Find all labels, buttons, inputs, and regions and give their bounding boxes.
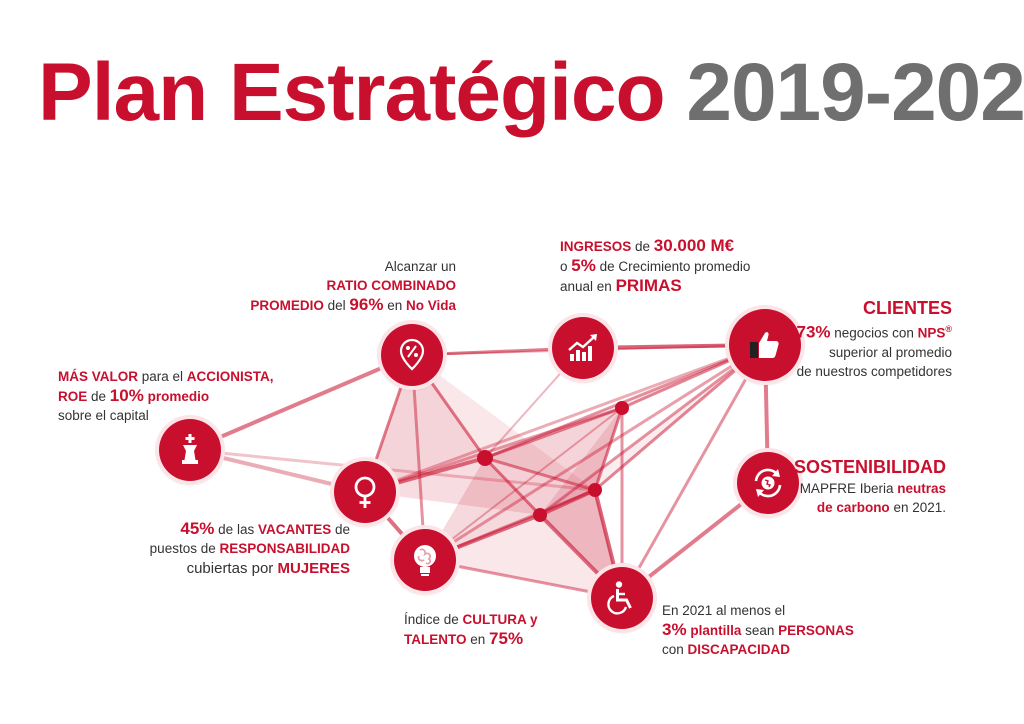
- text-accionista: ACCIONISTA,: [186, 369, 274, 384]
- text-talento: TALENTO: [404, 632, 467, 647]
- label-clientes-line3: superior al promedio: [828, 344, 952, 360]
- text-de-las: de las: [214, 522, 258, 537]
- text-negocios-con: negocios con: [830, 325, 918, 341]
- label-ingresos-line2: o 5% de Crecimiento promedio: [560, 256, 750, 276]
- label-accionista-line3: sobre el capital: [58, 408, 149, 423]
- text-mapfre-iberia: MAPFRE Iberia: [799, 481, 898, 496]
- label-talento-line1: Índice de CULTURA y: [404, 610, 538, 629]
- text-en: en: [383, 298, 406, 313]
- label-mujeres-line3: cubiertas por MUJERES: [150, 558, 350, 580]
- label-clientes-line2: 73% negocios con NPS®: [797, 320, 953, 343]
- text-personas: PERSONAS: [778, 623, 854, 638]
- node-discapacidad-circle: [591, 567, 653, 629]
- node-ratio-circle: [381, 324, 443, 386]
- text-ratio-value: 96%: [349, 295, 384, 314]
- label-accionista-line1: MÁS VALOR para el ACCIONISTA,: [58, 367, 274, 386]
- text-promedio: promedio: [143, 389, 210, 404]
- label-mujeres: 45% de las VACANTES de puestos de RESPON…: [150, 519, 350, 580]
- title-years: 2019-2021: [686, 47, 1024, 138]
- text-con: con: [662, 642, 688, 657]
- growth-chart-icon: [568, 334, 597, 361]
- text-promedio-ratio: PROMEDIO: [250, 298, 324, 313]
- thumbs-up-icon: [750, 332, 779, 358]
- label-sostenibilidad-line3: de carbono en 2021.: [794, 498, 946, 517]
- label-ratio-line1: Alcanzar un: [384, 259, 456, 274]
- text-o: o: [560, 259, 572, 274]
- label-accionista: MÁS VALOR para el ACCIONISTA, ROE de 10%…: [58, 367, 274, 425]
- text-de: de: [87, 389, 110, 404]
- label-ratio-line3: PROMEDIO del 96% en No Vida: [250, 295, 456, 315]
- text-responsabilidad: RESPONSABILIDAD: [219, 541, 350, 556]
- label-ingresos-line3: anual en PRIMAS: [560, 276, 750, 296]
- text-en-2021: en 2021.: [889, 500, 946, 515]
- title-main: Plan Estratégico: [38, 47, 666, 138]
- text-de-mujeres: de: [331, 522, 350, 537]
- chess-king-icon: [182, 434, 198, 464]
- text-mujeres: MUJERES: [277, 560, 350, 577]
- text-sean: sean: [741, 623, 779, 638]
- wheelchair-icon: [607, 581, 632, 615]
- text-ingresos-value: 30.000 M€: [653, 236, 735, 255]
- text-puestos-de: puestos de: [149, 541, 220, 556]
- label-sostenibilidad-line1: SOSTENIBILIDAD: [793, 457, 946, 477]
- text-plantilla: plantilla: [686, 623, 742, 638]
- page-title: Plan Estratégico 2019-2021: [38, 52, 1024, 134]
- label-clientes-line1: CLIENTES: [862, 298, 952, 318]
- text-de-ingresos: de: [631, 239, 654, 254]
- text-del: del: [323, 298, 350, 313]
- label-clientes-line4: de nuestros competidores: [796, 363, 952, 379]
- text-roe: ROE: [58, 389, 88, 404]
- label-ingresos: INGRESOS de 30.000 M€ o 5% de Crecimient…: [560, 236, 750, 296]
- text-crecimiento: de Crecimiento promedio: [595, 259, 751, 274]
- label-discapacidad-line3: con DISCAPACIDAD: [662, 640, 854, 659]
- label-discapacidad: En 2021 al menos el 3% plantilla sean PE…: [662, 601, 854, 659]
- label-clientes: CLIENTES 73% negocios con NPS® superior …: [797, 296, 953, 381]
- text-neutras: neutras: [897, 481, 946, 496]
- text-talento-value: 75%: [489, 629, 524, 648]
- brain-bulb-icon: [414, 545, 436, 576]
- text-indice-de: Índice de: [404, 612, 463, 627]
- text-registered: ®: [945, 324, 952, 334]
- node-mujeres-circle: [334, 461, 396, 523]
- text-cubiertas-por: cubiertas por: [186, 560, 278, 577]
- text-anual-en: anual en: [560, 279, 616, 294]
- text-mujeres-value: 45%: [180, 519, 215, 538]
- label-discapacidad-line2: 3% plantilla sean PERSONAS: [662, 620, 854, 640]
- text-clientes-value: 73%: [796, 322, 831, 342]
- label-discapacidad-line1: En 2021 al menos el: [662, 603, 786, 618]
- label-sostenibilidad: SOSTENIBILIDAD MAPFRE Iberia neutras de …: [794, 455, 946, 517]
- text-primas: PRIMAS: [615, 276, 682, 295]
- label-ratio: Alcanzar un RATIO COMBINADO PROMEDIO del…: [250, 257, 456, 315]
- text-nps: NPS: [917, 325, 946, 341]
- text-cultura: CULTURA y: [462, 612, 538, 627]
- label-talento-line2: TALENTO en 75%: [404, 629, 538, 649]
- label-mujeres-line2: puestos de RESPONSABILIDAD: [150, 539, 350, 558]
- text-roe-value: 10%: [109, 386, 144, 405]
- text-para-el: para el: [138, 369, 187, 384]
- text-ingresos: INGRESOS: [560, 239, 632, 254]
- label-ingresos-line1: INGRESOS de 30.000 M€: [560, 236, 750, 256]
- label-sostenibilidad-line2: MAPFRE Iberia neutras: [794, 479, 946, 498]
- percent-pin-icon: [399, 338, 425, 371]
- label-ratio-line2: RATIO COMBINADO: [326, 278, 457, 293]
- text-crecimiento-value: 5%: [571, 256, 596, 275]
- recycle-globe-icon: [754, 468, 782, 498]
- label-accionista-line2: ROE de 10% promedio: [58, 386, 274, 406]
- text-discapacidad: DISCAPACIDAD: [687, 642, 791, 657]
- female-symbol-icon: [354, 476, 376, 508]
- network-hubs: [477, 401, 629, 522]
- text-discapacidad-value: 3%: [662, 620, 687, 639]
- text-no-vida: No Vida: [405, 298, 456, 313]
- text-mas-valor: MÁS VALOR: [58, 369, 138, 384]
- text-de-carbono: de carbono: [816, 500, 890, 515]
- label-mujeres-line1: 45% de las VACANTES de: [150, 519, 350, 539]
- label-talento: Índice de CULTURA y TALENTO en 75%: [404, 610, 538, 649]
- text-en-talento: en: [466, 632, 490, 647]
- text-vacantes: VACANTES: [257, 522, 332, 537]
